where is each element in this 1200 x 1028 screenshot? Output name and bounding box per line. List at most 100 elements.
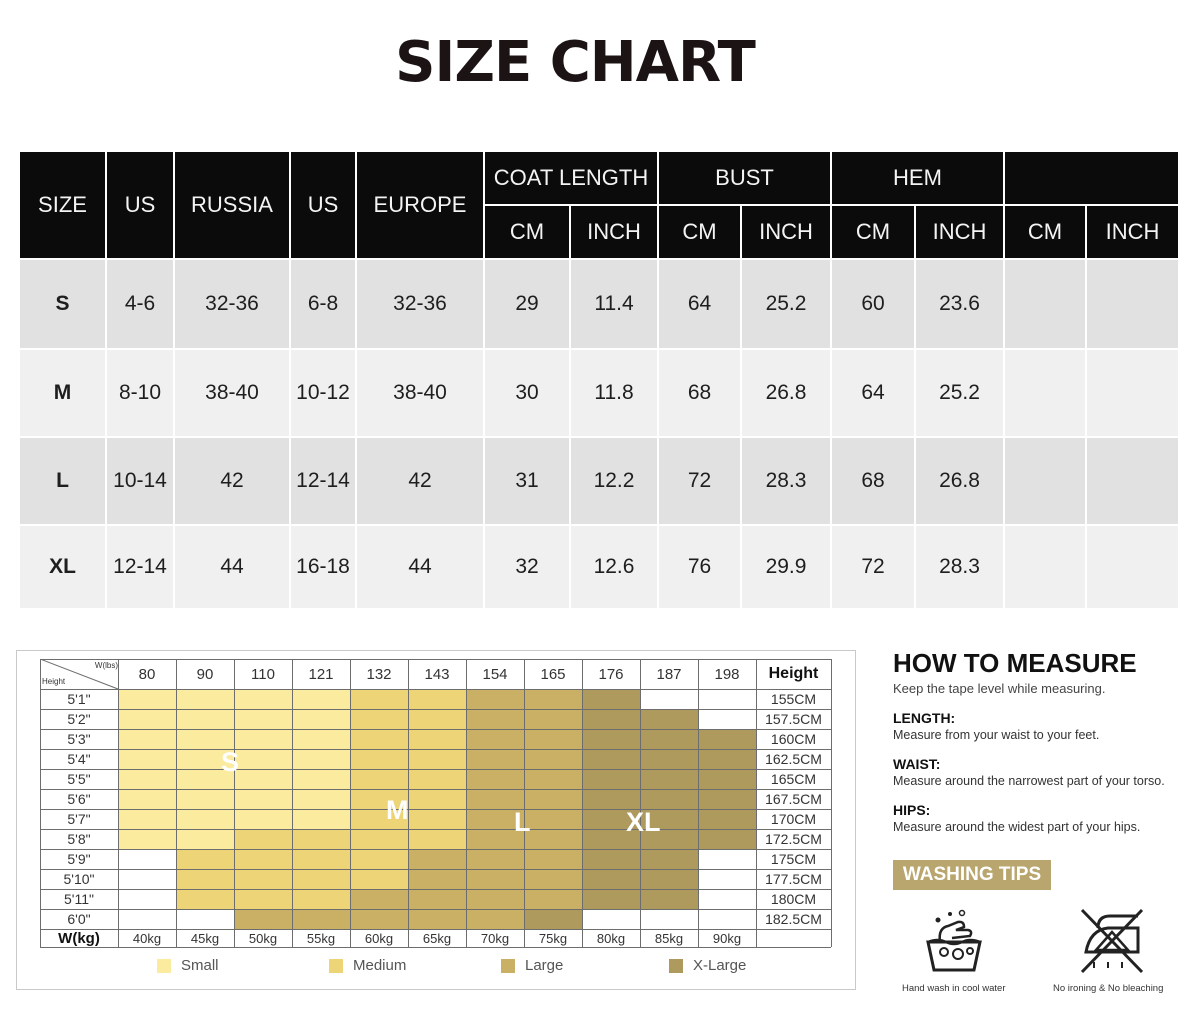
sub-header-1: INCH	[571, 206, 657, 258]
weight-lbs-label: 121	[308, 665, 334, 683]
table-cell: 68	[659, 350, 740, 436]
grid-cell	[350, 869, 408, 889]
height-cm-label: 155CM	[770, 691, 817, 707]
grid-cell	[350, 829, 408, 849]
table-cell: 29.9	[742, 526, 830, 608]
how-to-measure: HOW TO MEASURE Keep the tape level while…	[893, 648, 1193, 834]
legend-swatch	[329, 958, 343, 973]
grid-cell	[234, 889, 292, 909]
grid-cell	[466, 849, 524, 869]
table-cell: 30	[485, 350, 569, 436]
grid-cell	[234, 689, 292, 709]
grid-cell	[524, 709, 582, 729]
grid-cell	[350, 749, 408, 769]
group-header-0: COAT LENGTH	[485, 152, 657, 204]
legend-item: Small	[157, 957, 219, 974]
size-label: S	[20, 260, 105, 348]
grid-cell	[698, 789, 756, 809]
legend-label: X-Large	[693, 957, 747, 974]
grid-cell	[292, 689, 350, 709]
table-cell: 38-40	[357, 350, 483, 436]
grid-cell	[582, 769, 640, 789]
grid-cell	[582, 729, 640, 749]
grid-cell	[408, 869, 466, 889]
table-cell: 12.2	[571, 438, 657, 524]
grid-cell	[698, 749, 756, 769]
grid-cell	[698, 829, 756, 849]
weight-lbs-label: 80	[138, 665, 156, 683]
grid-cell	[408, 769, 466, 789]
grid-cell	[118, 889, 176, 909]
grid-cell	[292, 749, 350, 769]
size-label: M	[20, 350, 105, 436]
grid-cell	[176, 889, 234, 909]
table-cell	[1005, 260, 1085, 348]
height-header: Height	[768, 665, 819, 682]
table-cell: 26.8	[742, 350, 830, 436]
grid-cell	[176, 869, 234, 889]
grid-cell	[350, 729, 408, 749]
table-cell: 68	[832, 438, 914, 524]
height-ft-label: 5'11"	[64, 891, 94, 907]
grid-cell	[292, 809, 350, 829]
grid-cell	[698, 809, 756, 829]
grid-cell	[118, 809, 176, 829]
sub-header-0: CM	[485, 206, 569, 258]
grid-cell	[118, 749, 176, 769]
weight-lbs-label: 154	[482, 665, 508, 683]
height-cm-label: 180CM	[770, 891, 817, 907]
corner-weight-label: W(lbs)	[94, 660, 118, 670]
weight-kg-label: 60kg	[364, 930, 394, 946]
hand-wash-icon	[926, 909, 982, 972]
length-heading: LENGTH:	[893, 710, 956, 726]
table-cell: 72	[659, 438, 740, 524]
grid-cell	[524, 869, 582, 889]
grid-cell	[640, 869, 698, 889]
height-ft-label: 5'3"	[67, 731, 91, 747]
grid-cell	[176, 689, 234, 709]
grid-cell	[524, 829, 582, 849]
grid-cell	[640, 889, 698, 909]
grid-cell	[118, 789, 176, 809]
table-cell: 32	[485, 526, 569, 608]
legend-swatch	[669, 958, 683, 973]
hips-heading: HIPS:	[893, 802, 931, 818]
waist-heading: WAIST:	[893, 756, 941, 772]
weight-kg-label: 85kg	[654, 930, 684, 946]
grid-cell	[640, 729, 698, 749]
grid-cell	[524, 749, 582, 769]
washing-tips-title: WASHING TIPS	[893, 860, 1051, 890]
table-cell: 64	[832, 350, 914, 436]
table-cell	[1087, 526, 1178, 608]
height-ft-label: 5'7"	[67, 811, 91, 827]
length-text: Measure from your waist to your feet.	[893, 728, 1100, 742]
how-to-measure-title: HOW TO MEASURE	[893, 648, 1137, 678]
page-title: SIZE CHART	[395, 30, 756, 95]
grid-cell	[234, 849, 292, 869]
table-cell: 25.2	[742, 260, 830, 348]
header-size: SIZE	[20, 152, 105, 258]
grid-cell	[292, 849, 350, 869]
grid-cell	[640, 909, 698, 929]
grid-cell	[350, 689, 408, 709]
height-ft-label: 5'8"	[67, 831, 91, 847]
grid-cell	[292, 909, 350, 929]
grid-cell	[408, 909, 466, 929]
height-cm-label: 170CM	[770, 811, 817, 827]
grid-cell	[118, 729, 176, 749]
grid-cell	[582, 869, 640, 889]
grid-cell	[524, 729, 582, 749]
grid-cell	[466, 869, 524, 889]
grid-cell	[234, 909, 292, 929]
table-cell: 23.6	[916, 260, 1003, 348]
weight-height-grid-lines	[40, 659, 832, 948]
grid-cell	[698, 769, 756, 789]
table-cell	[1087, 438, 1178, 524]
grid-cell	[582, 789, 640, 809]
grid-cell	[640, 709, 698, 729]
no-iron-label: No ironing & No bleaching	[1053, 983, 1164, 994]
table-cell	[1005, 438, 1085, 524]
grid-cell	[408, 849, 466, 869]
weight-kg-label: 65kg	[422, 930, 452, 946]
weight-height-grid: W(lbs) Height 80 90 110 121 132 143 154 165 176 187…	[40, 659, 832, 948]
